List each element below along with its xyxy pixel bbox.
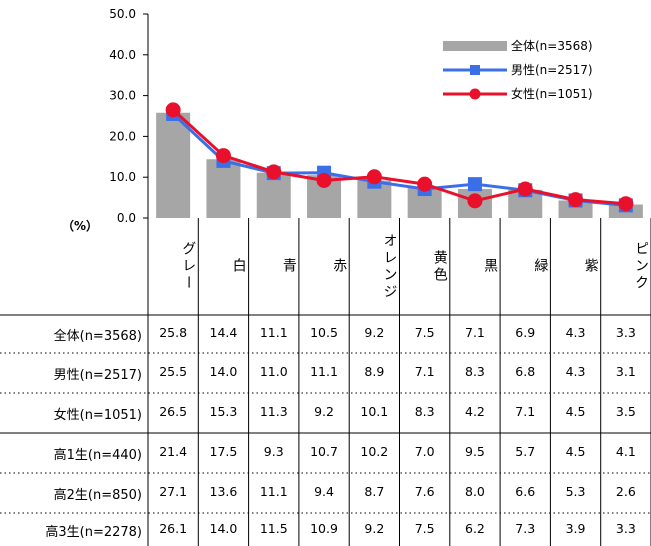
line-marker: [568, 192, 584, 208]
y-axis: 50.0 40.0 30.0 20.0 10.0 0.0 （%）: [62, 7, 149, 233]
y-tick-label: 10.0: [109, 170, 136, 184]
unit-label: （%）: [62, 218, 98, 233]
y-tick-label: 40.0: [109, 48, 136, 62]
bar: [558, 200, 593, 218]
line-marker: [215, 148, 231, 164]
line-marker: [316, 172, 332, 188]
line-marker: [467, 177, 482, 192]
line-series: [165, 102, 634, 213]
line-marker: [618, 196, 634, 212]
series-line: [172, 112, 626, 207]
table-lines: [0, 218, 651, 546]
legend-label: 男性(n=2517): [511, 63, 593, 77]
y-tick-label: 50.0: [109, 7, 136, 21]
y-tick-label: 0.0: [117, 211, 136, 225]
chart-legend: 全体(n=3568) 男性(n=2517) 女性(n=1051): [443, 38, 593, 101]
line-marker: [417, 176, 433, 192]
bar: [206, 159, 241, 218]
series-line: [172, 108, 626, 206]
bar: [156, 112, 191, 218]
legend-label: 全体(n=3568): [511, 38, 593, 53]
line-marker: [165, 102, 181, 118]
line-marker: [517, 181, 533, 197]
line-marker: [467, 193, 483, 209]
bar-series: [156, 112, 643, 218]
line-marker: [366, 169, 382, 185]
legend-label: 女性(n=1051): [511, 86, 593, 101]
bar: [256, 172, 291, 218]
y-tick-label: 30.0: [109, 89, 136, 103]
legend-swatch: [443, 41, 507, 51]
line-marker: [266, 164, 282, 180]
y-tick-label: 20.0: [109, 129, 136, 143]
legend-marker: [469, 88, 481, 100]
legend-marker: [470, 65, 480, 75]
